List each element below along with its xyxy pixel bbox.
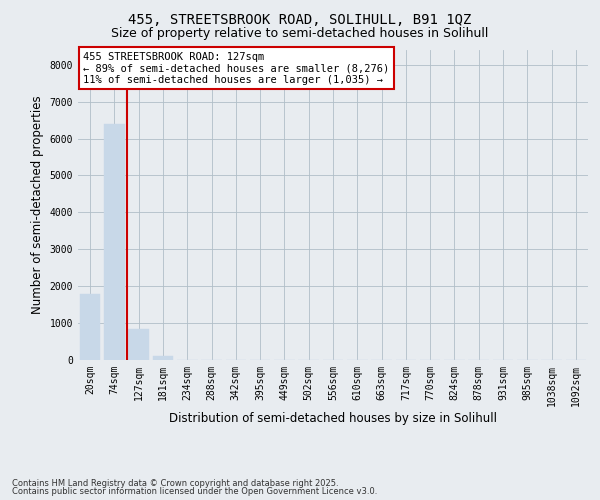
- Y-axis label: Number of semi-detached properties: Number of semi-detached properties: [31, 96, 44, 314]
- Bar: [104, 124, 125, 360]
- Bar: [80, 294, 100, 360]
- Text: 455, STREETSBROOK ROAD, SOLIHULL, B91 1QZ: 455, STREETSBROOK ROAD, SOLIHULL, B91 1Q…: [128, 12, 472, 26]
- Text: Contains HM Land Registry data © Crown copyright and database right 2025.: Contains HM Land Registry data © Crown c…: [12, 478, 338, 488]
- Text: 455 STREETSBROOK ROAD: 127sqm
← 89% of semi-detached houses are smaller (8,276)
: 455 STREETSBROOK ROAD: 127sqm ← 89% of s…: [83, 52, 389, 84]
- Bar: [128, 328, 149, 360]
- Text: Size of property relative to semi-detached houses in Solihull: Size of property relative to semi-detach…: [112, 28, 488, 40]
- Text: Contains public sector information licensed under the Open Government Licence v3: Contains public sector information licen…: [12, 487, 377, 496]
- X-axis label: Distribution of semi-detached houses by size in Solihull: Distribution of semi-detached houses by …: [169, 412, 497, 424]
- Bar: [152, 356, 173, 360]
